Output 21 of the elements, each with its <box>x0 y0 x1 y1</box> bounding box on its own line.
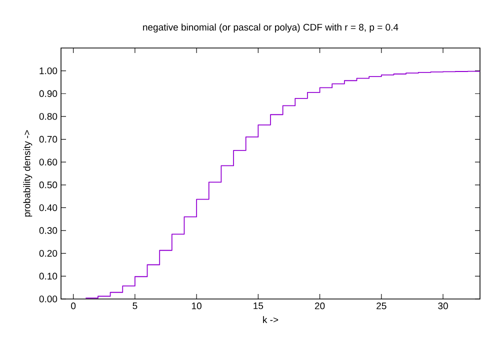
x-tick-label: 10 <box>192 302 202 310</box>
y-tick-label: 0.50 <box>39 182 58 188</box>
y-tick-label: 0.40 <box>39 204 58 212</box>
y-tick-label: 0.00 <box>39 296 58 302</box>
x-tick-label: 25 <box>376 302 386 310</box>
y-tick-label: 0.20 <box>39 250 58 257</box>
y-tick-label: 0.80 <box>39 113 58 120</box>
x-tick-label: 20 <box>314 302 325 310</box>
x-tick-label: 5 <box>132 302 138 310</box>
y-tick-label: 0.90 <box>39 90 58 97</box>
y-tick-label: 1.00 <box>40 67 58 74</box>
x-tick-label: 15 <box>254 302 264 310</box>
x-tick-label: 0 <box>71 302 76 310</box>
x-axis-title: k -> <box>263 316 278 323</box>
x-tick-label: 30 <box>438 302 448 310</box>
y-tick-label: 0.70 <box>39 136 58 143</box>
chart-title: negative binomial (or pascal or polya) CDF with r = 8, p = 0.4 <box>143 24 398 32</box>
y-tick-label: 0.30 <box>39 227 58 234</box>
y-tick-label: 0.10 <box>39 272 58 280</box>
y-tick-label: 0.60 <box>39 158 58 166</box>
y-axis-title: probability density -> <box>23 130 32 217</box>
